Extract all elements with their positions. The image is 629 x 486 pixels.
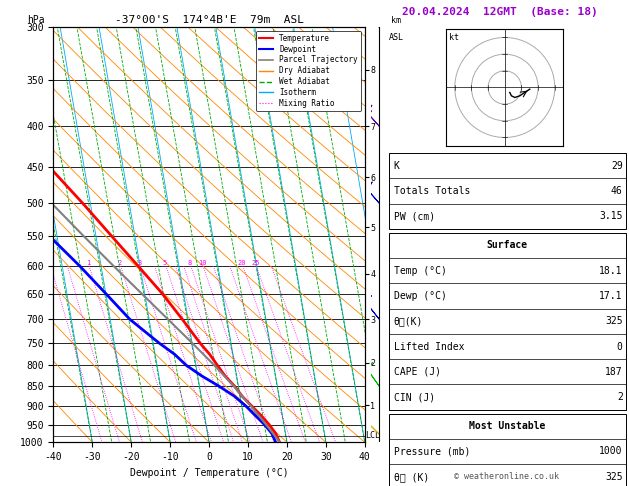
Text: CAPE (J): CAPE (J): [394, 367, 441, 377]
Text: 2: 2: [118, 260, 122, 266]
Text: 1000: 1000: [599, 447, 623, 456]
Text: 29: 29: [611, 161, 623, 171]
Text: 18.1: 18.1: [599, 266, 623, 276]
Text: 2: 2: [617, 392, 623, 402]
Legend: Temperature, Dewpoint, Parcel Trajectory, Dry Adiabat, Wet Adiabat, Isotherm, Mi: Temperature, Dewpoint, Parcel Trajectory…: [257, 31, 361, 111]
Text: Surface: Surface: [487, 241, 528, 250]
Text: Dewp (°C): Dewp (°C): [394, 291, 447, 301]
Text: 1: 1: [86, 260, 91, 266]
X-axis label: Dewpoint / Temperature (°C): Dewpoint / Temperature (°C): [130, 468, 289, 478]
Text: θᴄ(K): θᴄ(K): [394, 316, 423, 326]
Text: Most Unstable: Most Unstable: [469, 421, 545, 431]
Text: km: km: [391, 16, 401, 25]
Text: Lifted Index: Lifted Index: [394, 342, 464, 351]
Title: -37°00'S  174°4B'E  79m  ASL: -37°00'S 174°4B'E 79m ASL: [114, 15, 304, 25]
Text: 5: 5: [163, 260, 167, 266]
Text: θᴄ (K): θᴄ (K): [394, 472, 429, 482]
Text: hPa: hPa: [27, 15, 45, 25]
Text: 20.04.2024  12GMT  (Base: 18): 20.04.2024 12GMT (Base: 18): [402, 7, 598, 17]
Text: K: K: [394, 161, 399, 171]
Text: 17.1: 17.1: [599, 291, 623, 301]
Text: Temp (°C): Temp (°C): [394, 266, 447, 276]
Text: kt: kt: [448, 33, 459, 42]
Text: Pressure (mb): Pressure (mb): [394, 447, 470, 456]
Text: 8: 8: [188, 260, 192, 266]
Text: © weatheronline.co.uk: © weatheronline.co.uk: [455, 472, 559, 481]
Text: ASL: ASL: [389, 33, 403, 42]
Text: CIN (J): CIN (J): [394, 392, 435, 402]
Text: 0: 0: [617, 342, 623, 351]
Text: 325: 325: [605, 472, 623, 482]
Text: 3.15: 3.15: [599, 211, 623, 221]
Text: 25: 25: [251, 260, 260, 266]
Text: Totals Totals: Totals Totals: [394, 186, 470, 196]
Text: LCL: LCL: [365, 432, 380, 440]
Text: 46: 46: [611, 186, 623, 196]
Text: 20: 20: [238, 260, 246, 266]
Text: PW (cm): PW (cm): [394, 211, 435, 221]
Text: 3: 3: [137, 260, 142, 266]
Text: 187: 187: [605, 367, 623, 377]
Text: 325: 325: [605, 316, 623, 326]
Text: 10: 10: [198, 260, 206, 266]
